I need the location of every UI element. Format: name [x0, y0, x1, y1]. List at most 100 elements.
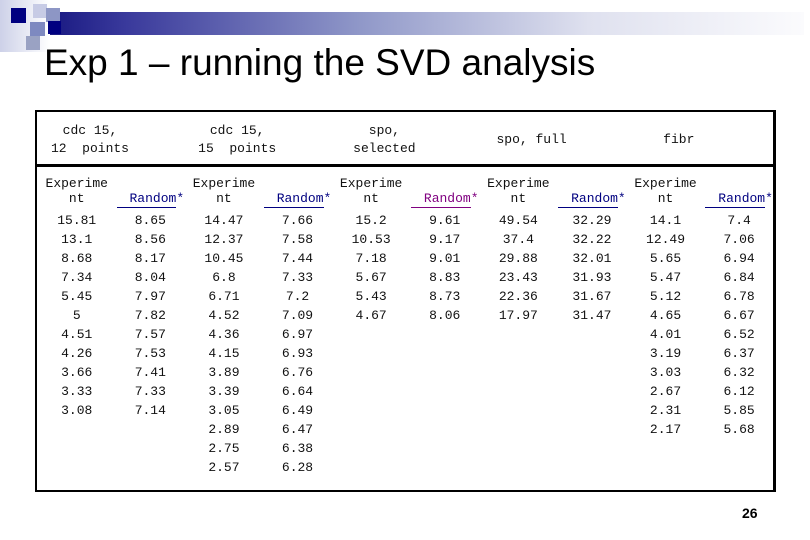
random-value: 31.47 — [572, 308, 612, 323]
page-number: 26 — [742, 505, 758, 521]
experiment-column-header: Experime nt — [331, 176, 410, 206]
experiment-column-header: Experime nt — [37, 176, 116, 206]
group-header: spo, full — [479, 112, 585, 167]
gradient-bar — [35, 12, 804, 35]
experiment-value: 12.37 — [204, 232, 244, 247]
random-value: 7.53 — [134, 346, 166, 361]
random-value: 6.37 — [723, 346, 755, 361]
random-value: 7.06 — [723, 232, 755, 247]
decorative-square — [26, 36, 40, 50]
experiment-value: 4.67 — [355, 308, 387, 323]
random-value: 8.56 — [134, 232, 166, 247]
experiment-value: 3.66 — [61, 365, 93, 380]
random-value: 7.57 — [134, 327, 166, 342]
experiment-value: 2.89 — [208, 422, 240, 437]
decorative-square — [30, 22, 45, 36]
random-value: 32.29 — [572, 213, 612, 228]
experiment-value: 3.19 — [649, 346, 682, 361]
random-header-asterisk: * — [470, 191, 479, 206]
random-column-header: Random* — [410, 191, 479, 208]
random-column-header: Random* — [558, 191, 626, 208]
random-value: 6.94 — [723, 251, 755, 266]
decorative-square — [33, 4, 47, 18]
experiment-value: 5.43 — [355, 289, 387, 304]
experiment-value: 3.08 — [61, 403, 93, 418]
experiment-value: 4.15 — [208, 346, 240, 361]
random-header-label: Random — [263, 191, 324, 208]
experiment-value: 5.47 — [649, 270, 682, 285]
experiment-header-line: nt — [68, 191, 85, 206]
table-group-cdc15-12-points: cdc 15, 12 points Experime nt Random* 15.81 13… — [37, 112, 185, 490]
random-value: 6.12 — [723, 384, 755, 399]
experiment-value: 5.12 — [649, 289, 682, 304]
group-header: cdc 15, 12 points — [37, 112, 143, 167]
random-value: 7.09 — [281, 308, 314, 323]
group-header-line: 15 points — [198, 140, 277, 156]
experiment-value: 8.68 — [61, 251, 93, 266]
random-value: 7.41 — [134, 365, 166, 380]
experiment-column: 15.2 10.53 7.18 5.67 5.43 4.67 — [331, 211, 410, 325]
experiment-column: 15.81 13.1 8.68 7.34 5.45 5 4.51 4.26 3.66 3.33 3.… — [37, 211, 116, 420]
random-value: 6.67 — [723, 308, 755, 323]
table-group-spo-selected: spo, selected Experime nt Random* 15.2 10.53 7.… — [331, 112, 479, 490]
group-header-line: 12 points — [50, 140, 129, 156]
random-value: 8.06 — [429, 308, 461, 323]
random-value: 5.68 — [723, 422, 755, 437]
random-value: 31.67 — [572, 289, 612, 304]
random-value: 6.64 — [281, 384, 314, 399]
random-value: 6.47 — [281, 422, 314, 437]
experiment-value: 4.26 — [61, 346, 93, 361]
experiment-value: 3.39 — [208, 384, 240, 399]
experiment-value: 2.57 — [208, 460, 240, 475]
experiment-value: 5.67 — [355, 270, 387, 285]
experiment-value: 10.53 — [351, 232, 391, 247]
experiment-column-header: Experime nt — [626, 176, 705, 206]
experiment-value: 4.51 — [61, 327, 93, 342]
random-column: 9.61 9.17 9.01 8.83 8.73 8.06 — [411, 211, 479, 325]
experiment-value: 13.1 — [61, 232, 93, 247]
experiment-value: 4.36 — [208, 327, 240, 342]
experiment-header-line: nt — [363, 191, 379, 206]
experiment-value: 3.05 — [208, 403, 240, 418]
experiment-value: 10.45 — [204, 251, 244, 266]
experiment-value: 2.31 — [649, 403, 682, 418]
slide-title: Exp 1 – running the SVD analysis — [44, 42, 596, 83]
random-value: 6.76 — [281, 365, 314, 380]
random-value: 7.82 — [134, 308, 166, 323]
random-value: 6.38 — [281, 441, 314, 456]
experiment-value: 14.47 — [204, 213, 244, 228]
header-separator-line — [37, 164, 773, 167]
experiment-value: 7.18 — [355, 251, 387, 266]
random-value: 7.97 — [134, 289, 166, 304]
group-header-line: cdc 15, — [209, 122, 265, 138]
random-value: 7.4 — [727, 213, 751, 228]
decorative-square — [48, 21, 61, 34]
random-value: 7.66 — [281, 213, 314, 228]
experiment-value: 3.33 — [61, 384, 93, 399]
random-value: 6.32 — [723, 365, 755, 380]
experiment-value: 4.65 — [649, 308, 682, 323]
experiment-header-line: Experime — [634, 176, 697, 191]
experiment-value: 5 — [72, 308, 81, 323]
random-column-header: Random* — [705, 191, 773, 208]
random-column: 7.66 7.58 7.44 7.33 7.2 7.09 6.97 6.93 6.76 6.64 6… — [264, 211, 332, 477]
experiment-value: 6.71 — [208, 289, 240, 304]
random-value: 6.52 — [723, 327, 755, 342]
decorative-square — [46, 8, 60, 22]
experiment-header-line: Experime — [487, 176, 550, 191]
experiment-value: 15.81 — [57, 213, 97, 228]
experiment-column: 49.54 37.4 29.88 23.43 22.36 17.97 — [479, 211, 558, 325]
random-value: 6.28 — [281, 460, 314, 475]
random-value: 6.84 — [723, 270, 755, 285]
random-column-header: Random* — [263, 191, 332, 208]
random-value: 9.17 — [429, 232, 461, 247]
experiment-value: 12.49 — [646, 232, 686, 247]
random-header-asterisk: * — [323, 191, 332, 206]
random-header-label: Random — [116, 191, 177, 208]
experiment-value: 2.67 — [649, 384, 682, 399]
random-value: 8.17 — [134, 251, 166, 266]
random-column: 32.29 32.22 32.01 31.93 31.67 31.47 — [558, 211, 626, 325]
svd-results-table: cdc 15, 12 points Experime nt Random* 15.81 13… — [35, 110, 776, 492]
experiment-value: 14.1 — [649, 213, 682, 228]
random-value: 6.93 — [281, 346, 314, 361]
